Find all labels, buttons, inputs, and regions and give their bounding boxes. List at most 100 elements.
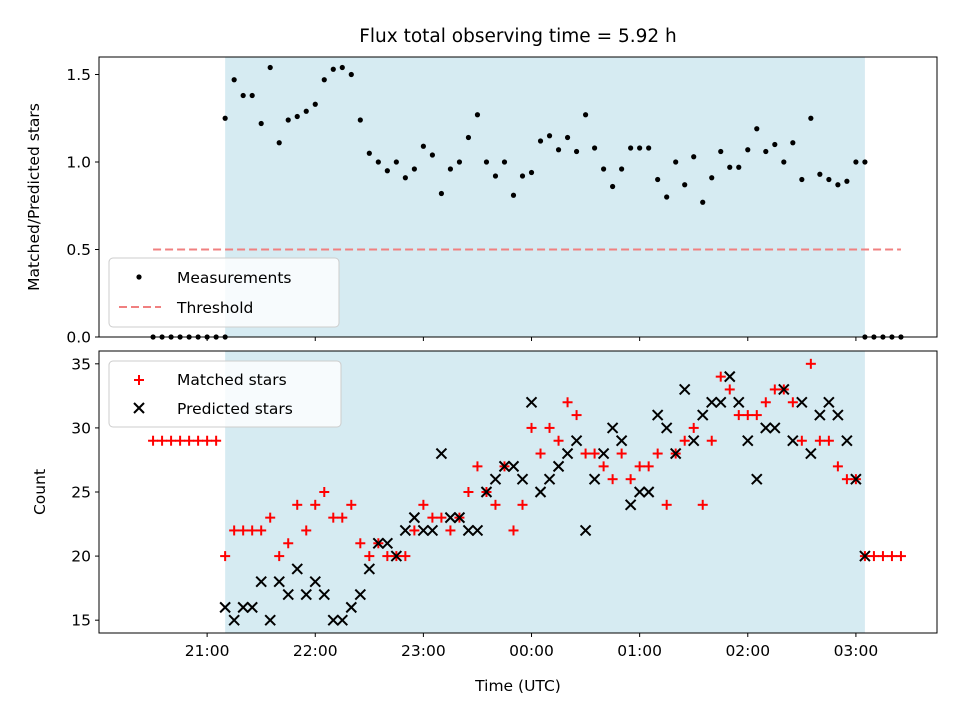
data-point [537, 138, 544, 144]
data-point [606, 422, 619, 434]
data-point [637, 145, 643, 151]
data-point [285, 117, 291, 123]
x-tick-label: 23:00 [401, 642, 446, 660]
data-point [399, 524, 412, 537]
data-point [817, 171, 823, 177]
data-point [814, 409, 826, 421]
data-point [787, 435, 799, 447]
data-point [706, 396, 718, 408]
data-point [553, 435, 564, 446]
data-point [339, 64, 345, 71]
data-point [796, 435, 807, 446]
data-point [438, 190, 445, 197]
data-point [597, 447, 610, 460]
bottom-y-axis-label: Count [31, 469, 49, 515]
bottom-legend: Matched stars Predicted stars [108, 360, 342, 428]
top-x-ticks [206, 337, 857, 341]
data-point [823, 435, 834, 446]
y-tick-label: 35 [71, 355, 91, 373]
data-point [220, 551, 231, 562]
legend-measurements-label: Measurements [177, 269, 292, 287]
data-point [573, 148, 580, 155]
data-point [246, 601, 258, 614]
x-tick-label: 02:00 [725, 642, 770, 660]
bottom-legend-box [108, 360, 342, 428]
data-point [519, 173, 526, 179]
data-point [745, 147, 751, 153]
data-point [282, 588, 294, 601]
data-point [841, 435, 853, 447]
data-point [480, 486, 493, 498]
data-point [411, 166, 417, 172]
data-point [808, 115, 814, 121]
data-point [408, 511, 421, 524]
data-point [490, 499, 501, 510]
data-point [231, 77, 237, 83]
data-point [417, 524, 430, 537]
data-point [363, 563, 376, 575]
data-point [862, 159, 868, 165]
data-point [525, 396, 538, 408]
data-point [823, 396, 835, 408]
data-point [426, 524, 439, 537]
data-point [429, 152, 435, 158]
data-point [330, 66, 336, 72]
data-point [238, 525, 249, 536]
data-point [552, 460, 565, 473]
data-point [508, 525, 519, 536]
data-point [474, 112, 481, 118]
data-point [661, 499, 672, 510]
data-point [691, 154, 697, 160]
data-point [679, 435, 690, 446]
data-point [715, 371, 726, 382]
data-point [589, 448, 600, 459]
data-point [184, 435, 195, 446]
data-point [273, 576, 285, 588]
data-point [267, 64, 273, 71]
legend-threshold-label: Threshold [176, 299, 253, 317]
data-point [688, 422, 699, 433]
data-point [507, 460, 520, 473]
data-point [814, 435, 825, 446]
data-point [471, 524, 484, 537]
chart-title: Flux total observing time = 5.92 h [359, 26, 677, 47]
data-point [790, 140, 796, 146]
data-point [435, 447, 448, 460]
data-point [660, 422, 673, 434]
data-point [400, 551, 411, 562]
data-point [294, 113, 300, 120]
data-point [562, 397, 573, 408]
data-point [895, 551, 906, 562]
data-point [462, 524, 475, 537]
data-point [390, 550, 403, 562]
data-point [570, 435, 583, 447]
data-point [492, 173, 499, 179]
data-point [610, 183, 616, 190]
data-point [528, 169, 535, 176]
data-point [628, 145, 634, 151]
data-point [327, 614, 339, 626]
y-tick-label: 20 [71, 548, 91, 566]
data-point [544, 422, 555, 433]
data-point [274, 551, 285, 562]
data-point [781, 159, 787, 165]
data-point [724, 370, 736, 383]
y-tick-label: 30 [71, 419, 91, 437]
data-point [465, 134, 472, 141]
data-point [372, 537, 385, 549]
data-point [193, 435, 204, 446]
data-point [240, 92, 246, 99]
data-point [264, 614, 276, 626]
data-point [625, 474, 636, 485]
data-point [526, 422, 537, 433]
data-point [436, 512, 447, 523]
data-point [283, 538, 294, 549]
data-point [292, 499, 303, 510]
top-axes-frame [98, 56, 938, 338]
top-panel: 0.0 0.5 1.0 1.5 Flux total observing time =… [25, 26, 938, 347]
data-point [420, 143, 426, 149]
data-point [310, 499, 321, 510]
data-point [265, 512, 276, 523]
legend-predicted-label: Predicted stars [177, 400, 293, 418]
data-point [309, 576, 321, 588]
